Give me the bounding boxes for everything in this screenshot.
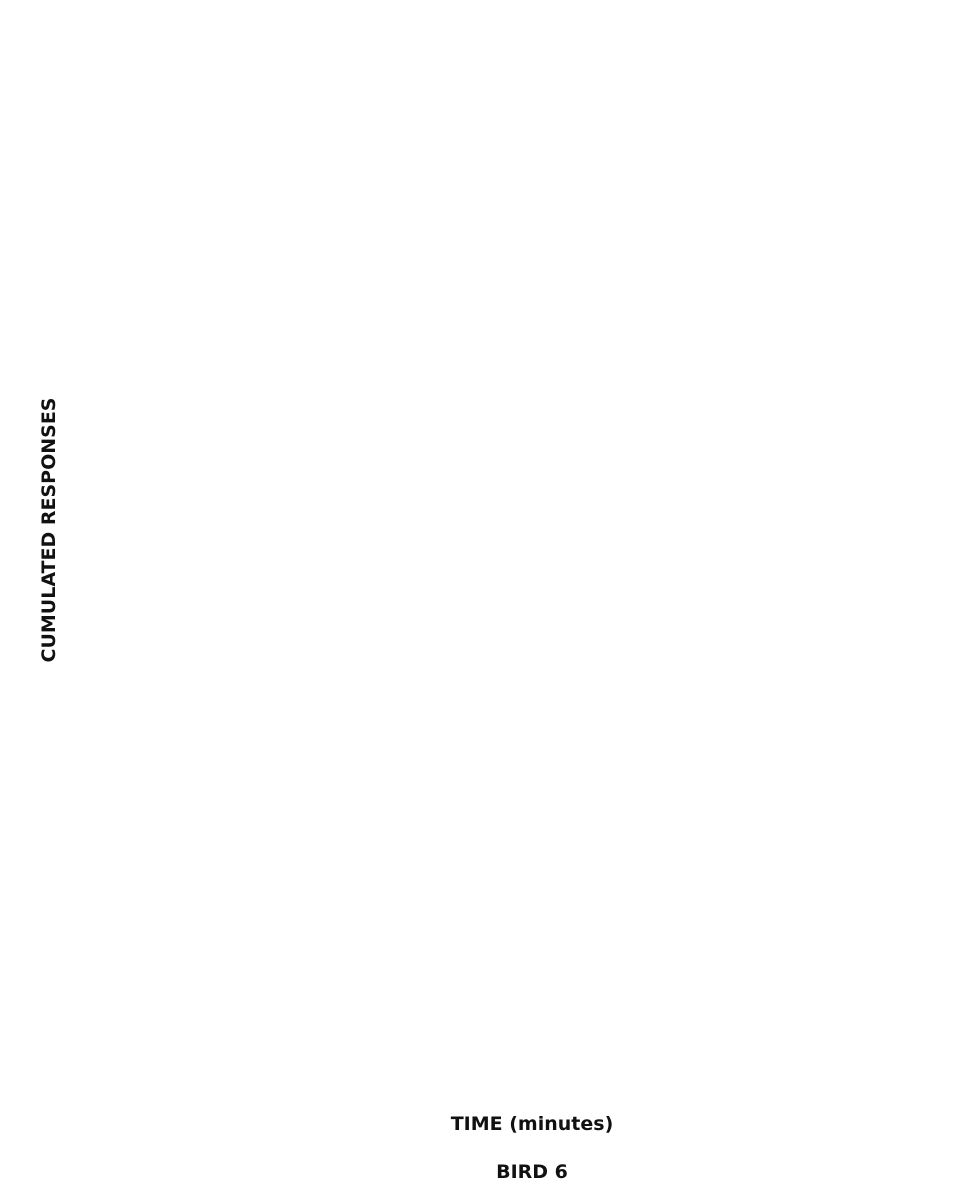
x-axis-title: TIME (minutes)	[451, 1113, 614, 1135]
figure-title: BIRD 6	[496, 1161, 568, 1183]
y-axis-title: CUMULATED RESPONSES	[38, 398, 60, 663]
